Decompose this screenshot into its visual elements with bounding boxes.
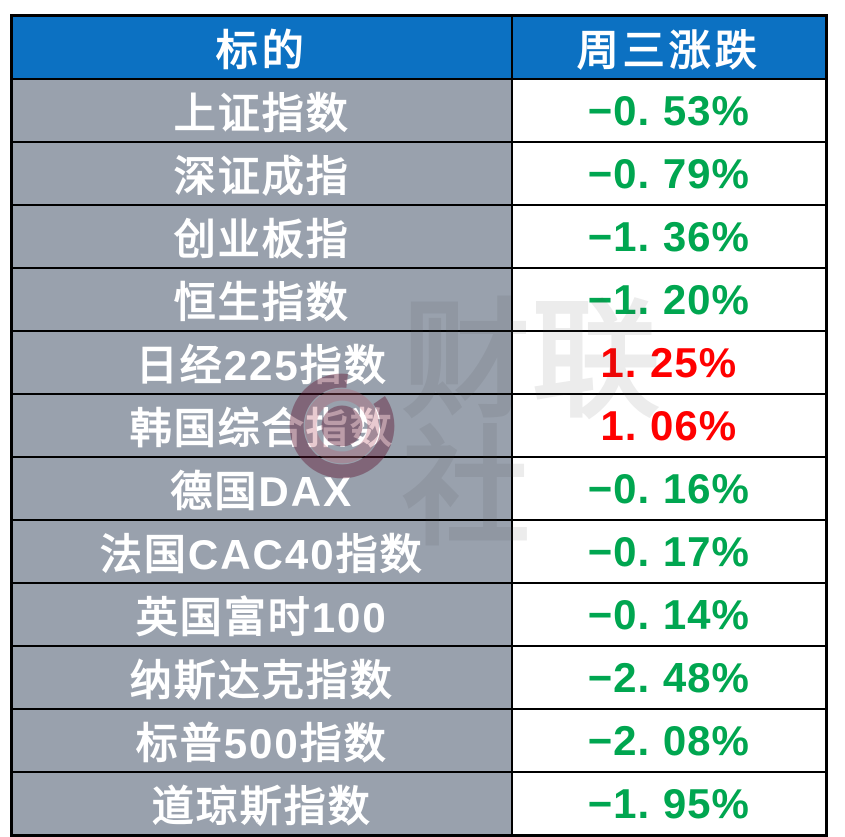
table-header-row: 标的 周三涨跌: [10, 14, 828, 80]
change-value-cell: −2. 48%: [510, 645, 828, 710]
table-row: 韩国综合指数 1. 06%: [10, 393, 828, 458]
table-row: 深证成指 −0. 79%: [10, 141, 828, 206]
table-row: 标普500指数 −2. 08%: [10, 708, 828, 773]
change-value-cell: −0. 53%: [510, 78, 828, 143]
change-value-cell: −2. 08%: [510, 708, 828, 773]
table-row: 上证指数 −0. 53%: [10, 78, 828, 143]
index-name-cell: 法国CAC40指数: [10, 519, 513, 584]
table-row: 纳斯达克指数 −2. 48%: [10, 645, 828, 710]
change-value-cell: 1. 06%: [510, 393, 828, 458]
table-row: 恒生指数 −1. 20%: [10, 267, 828, 332]
table-row: 日经225指数 1. 25%: [10, 330, 828, 395]
index-name-cell: 创业板指: [10, 204, 513, 269]
index-name-cell: 纳斯达克指数: [10, 645, 513, 710]
index-name-cell: 道琼斯指数: [10, 771, 513, 837]
index-name-cell: 英国富时100: [10, 582, 513, 647]
table-row: 创业板指 −1. 36%: [10, 204, 828, 269]
index-name-cell: 日经225指数: [10, 330, 513, 395]
index-name-cell: 上证指数: [10, 78, 513, 143]
change-value-cell: −0. 17%: [510, 519, 828, 584]
change-value-cell: −0. 16%: [510, 456, 828, 521]
table-row: 道琼斯指数 −1. 95%: [10, 771, 828, 837]
market-change-table: 标的 周三涨跌 上证指数 −0. 53% 深证成指 −0. 79% 创业板指 −…: [10, 14, 828, 837]
table-row: 英国富时100 −0. 14%: [10, 582, 828, 647]
table-row: 法国CAC40指数 −0. 17%: [10, 519, 828, 584]
change-value-cell: −0. 14%: [510, 582, 828, 647]
index-name-cell: 韩国综合指数: [10, 393, 513, 458]
table-row: 德国DAX −0. 16%: [10, 456, 828, 521]
change-value-cell: −1. 95%: [510, 771, 828, 837]
table-body: 上证指数 −0. 53% 深证成指 −0. 79% 创业板指 −1. 36% 恒…: [10, 78, 828, 837]
index-name-cell: 标普500指数: [10, 708, 513, 773]
header-cell-target: 标的: [10, 14, 513, 80]
change-value-cell: 1. 25%: [510, 330, 828, 395]
change-value-cell: −1. 20%: [510, 267, 828, 332]
header-cell-wednesday-change: 周三涨跌: [510, 14, 828, 80]
change-value-cell: −1. 36%: [510, 204, 828, 269]
index-name-cell: 德国DAX: [10, 456, 513, 521]
index-name-cell: 深证成指: [10, 141, 513, 206]
index-name-cell: 恒生指数: [10, 267, 513, 332]
change-value-cell: −0. 79%: [510, 141, 828, 206]
